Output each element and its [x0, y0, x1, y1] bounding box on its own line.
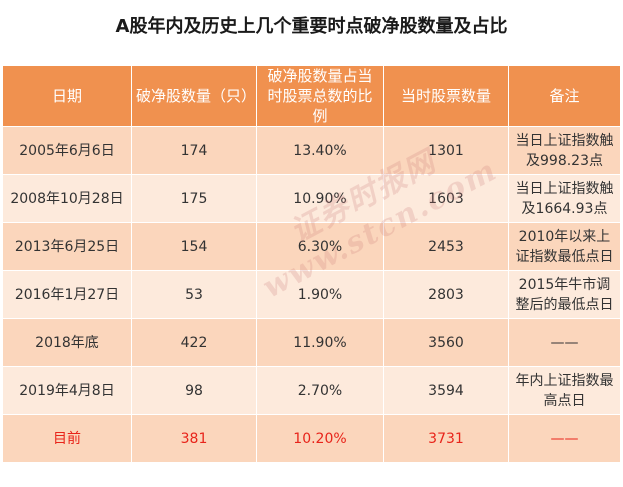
cell-note: 年内上证指数最高点日 [508, 366, 621, 415]
table-row: 2008年10月28日 175 10.90% 1603 当日上证指数触及1664… [2, 174, 621, 223]
header-count: 破净股数量（只） [131, 65, 257, 127]
table-row: 2019年4月8日 98 2.70% 3594 年内上证指数最高点日 [2, 366, 621, 415]
data-table: 日期 破净股数量（只） 破净股数量占当时股票总数的比例 当时股票数量 备注 20… [2, 65, 621, 463]
cell-count: 381 [131, 414, 257, 463]
cell-ratio: 10.20% [256, 414, 384, 463]
cell-date: 2016年1月27日 [2, 270, 132, 319]
cell-total: 1603 [383, 174, 509, 223]
cell-total: 3594 [383, 366, 509, 415]
cell-ratio: 10.90% [256, 174, 384, 223]
cell-ratio: 1.90% [256, 270, 384, 319]
page-title: A股年内及历史上几个重要时点破净股数量及占比 [115, 16, 508, 37]
cell-note: 2010年以来上证指数最低点日 [508, 222, 621, 271]
data-table-container: 日期 破净股数量（只） 破净股数量占当时股票总数的比例 当时股票数量 备注 20… [2, 65, 621, 463]
cell-note: —— [508, 318, 621, 367]
cell-total: 1301 [383, 126, 509, 175]
cell-date: 2019年4月8日 [2, 366, 132, 415]
cell-note: —— [508, 414, 621, 463]
table-row: 2018年底 422 11.90% 3560 —— [2, 318, 621, 367]
cell-total: 3560 [383, 318, 509, 367]
table-row: 2005年6月6日 174 13.40% 1301 当日上证指数触及998.23… [2, 126, 621, 175]
cell-note: 2015年牛市调整后的最低点日 [508, 270, 621, 319]
cell-date: 2005年6月6日 [2, 126, 132, 175]
cell-date: 2018年底 [2, 318, 132, 367]
cell-date: 2008年10月28日 [2, 174, 132, 223]
header-note: 备注 [508, 65, 621, 127]
cell-note: 当日上证指数触及998.23点 [508, 126, 621, 175]
cell-count: 174 [131, 126, 257, 175]
table-row: 2013年6月25日 154 6.30% 2453 2010年以来上证指数最低点… [2, 222, 621, 271]
cell-date: 目前 [2, 414, 132, 463]
header-ratio: 破净股数量占当时股票总数的比例 [256, 65, 384, 127]
cell-ratio: 6.30% [256, 222, 384, 271]
cell-total: 2803 [383, 270, 509, 319]
cell-count: 154 [131, 222, 257, 271]
cell-note: 当日上证指数触及1664.93点 [508, 174, 621, 223]
cell-count: 53 [131, 270, 257, 319]
cell-total: 3731 [383, 414, 509, 463]
table-row-current: 目前 381 10.20% 3731 —— [2, 414, 621, 463]
header-date: 日期 [2, 65, 132, 127]
cell-total: 2453 [383, 222, 509, 271]
cell-count: 98 [131, 366, 257, 415]
table-row: 2016年1月27日 53 1.90% 2803 2015年牛市调整后的最低点日 [2, 270, 621, 319]
cell-date: 2013年6月25日 [2, 222, 132, 271]
table-header-row: 日期 破净股数量（只） 破净股数量占当时股票总数的比例 当时股票数量 备注 [2, 65, 621, 127]
cell-ratio: 11.90% [256, 318, 384, 367]
cell-count: 175 [131, 174, 257, 223]
cell-count: 422 [131, 318, 257, 367]
cell-ratio: 2.70% [256, 366, 384, 415]
cell-ratio: 13.40% [256, 126, 384, 175]
header-total: 当时股票数量 [383, 65, 509, 127]
